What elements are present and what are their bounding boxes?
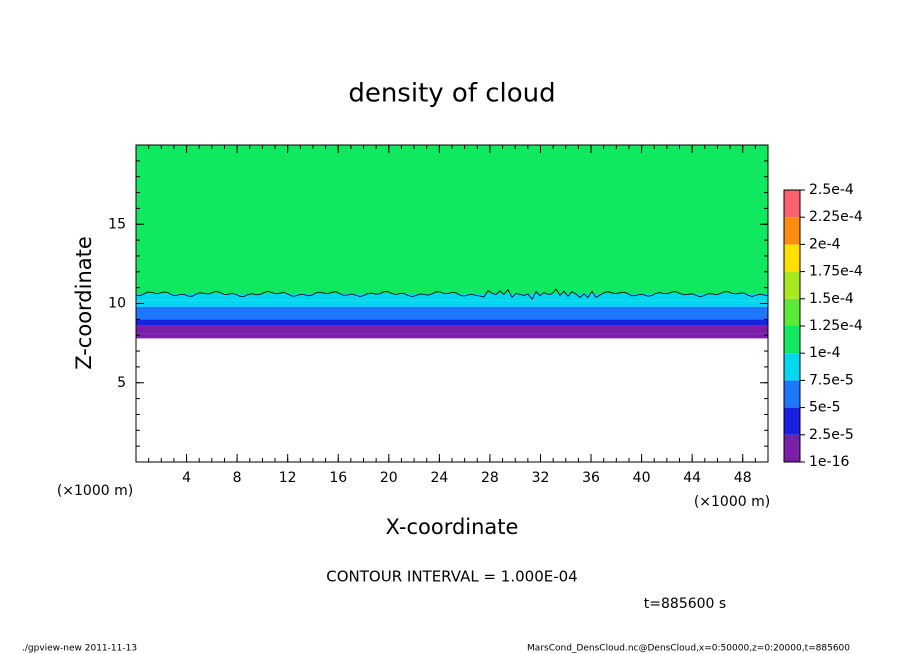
- colorbar-label: 2.5e-4: [809, 182, 854, 198]
- colorbar-band: [784, 434, 800, 462]
- x-tick-label: 12: [279, 470, 297, 486]
- footer-right: MarsCond_DensCloud.nc@DensCloud,x=0:5000…: [527, 644, 850, 654]
- y-tick-label: 15: [108, 216, 126, 232]
- field-band: [136, 325, 768, 334]
- colorbar-band: [784, 271, 800, 299]
- x-tick-label: 36: [582, 470, 600, 486]
- colorbar-label: 1.75e-4: [809, 264, 863, 280]
- colorbar-label: 1.25e-4: [809, 318, 863, 334]
- footer-left: ./gpview-new 2011-11-13: [22, 644, 137, 654]
- colorbar-band: [784, 407, 800, 435]
- colorbar-label: 1.5e-4: [809, 291, 854, 307]
- colorbar-band: [784, 380, 800, 408]
- field-band: [136, 319, 768, 326]
- x-tick-label: 8: [233, 470, 242, 486]
- field-band: [136, 333, 768, 339]
- colorbar-label: 2e-4: [809, 236, 841, 252]
- y-axis-label: Z-coordinate: [72, 236, 96, 370]
- colorbar-label: 5e-5: [809, 400, 840, 416]
- x-tick-label: 28: [481, 470, 499, 486]
- x-tick-label: 24: [430, 470, 448, 486]
- x-tick-label: 40: [633, 470, 651, 486]
- field-band: [136, 313, 768, 320]
- annotation: CONTOUR INTERVAL = 1.000E-04: [326, 568, 577, 586]
- y-tick-label: 5: [117, 375, 126, 391]
- x-tick-label: 48: [734, 470, 752, 486]
- field-band: [136, 145, 768, 294]
- colorbar-band: [784, 217, 800, 245]
- x-tick-label: 20: [380, 470, 398, 486]
- contour-line: [135, 288, 769, 301]
- field-band: [136, 293, 768, 301]
- colorbar-band: [784, 326, 800, 354]
- colorbar-label: 1e-16: [809, 454, 849, 470]
- y-tick-label: 10: [108, 296, 126, 312]
- y-unit: (×1000 m): [57, 483, 133, 499]
- x-tick-label: 4: [182, 470, 191, 486]
- colorbar-band: [784, 298, 800, 326]
- colorbar-label: 2.25e-4: [809, 209, 863, 225]
- x-tick-label: 44: [683, 470, 701, 486]
- colorbar-band: [784, 190, 800, 218]
- time-label: t=885600 s: [644, 596, 726, 612]
- colorbar-band: [784, 353, 800, 381]
- x-axis-label: X-coordinate: [386, 515, 519, 539]
- colorbar-label: 2.5e-5: [809, 427, 854, 443]
- colorbar-label: 1e-4: [809, 345, 841, 361]
- field-band: [136, 300, 768, 307]
- x-tick-label: 32: [532, 470, 550, 486]
- colorbar-band: [784, 244, 800, 272]
- x-tick-label: 16: [329, 470, 347, 486]
- field-band: [136, 306, 768, 314]
- x-unit: (×1000 m): [694, 494, 770, 510]
- colorbar-label: 7.5e-5: [809, 372, 854, 388]
- chart-title: density of cloud: [348, 79, 555, 109]
